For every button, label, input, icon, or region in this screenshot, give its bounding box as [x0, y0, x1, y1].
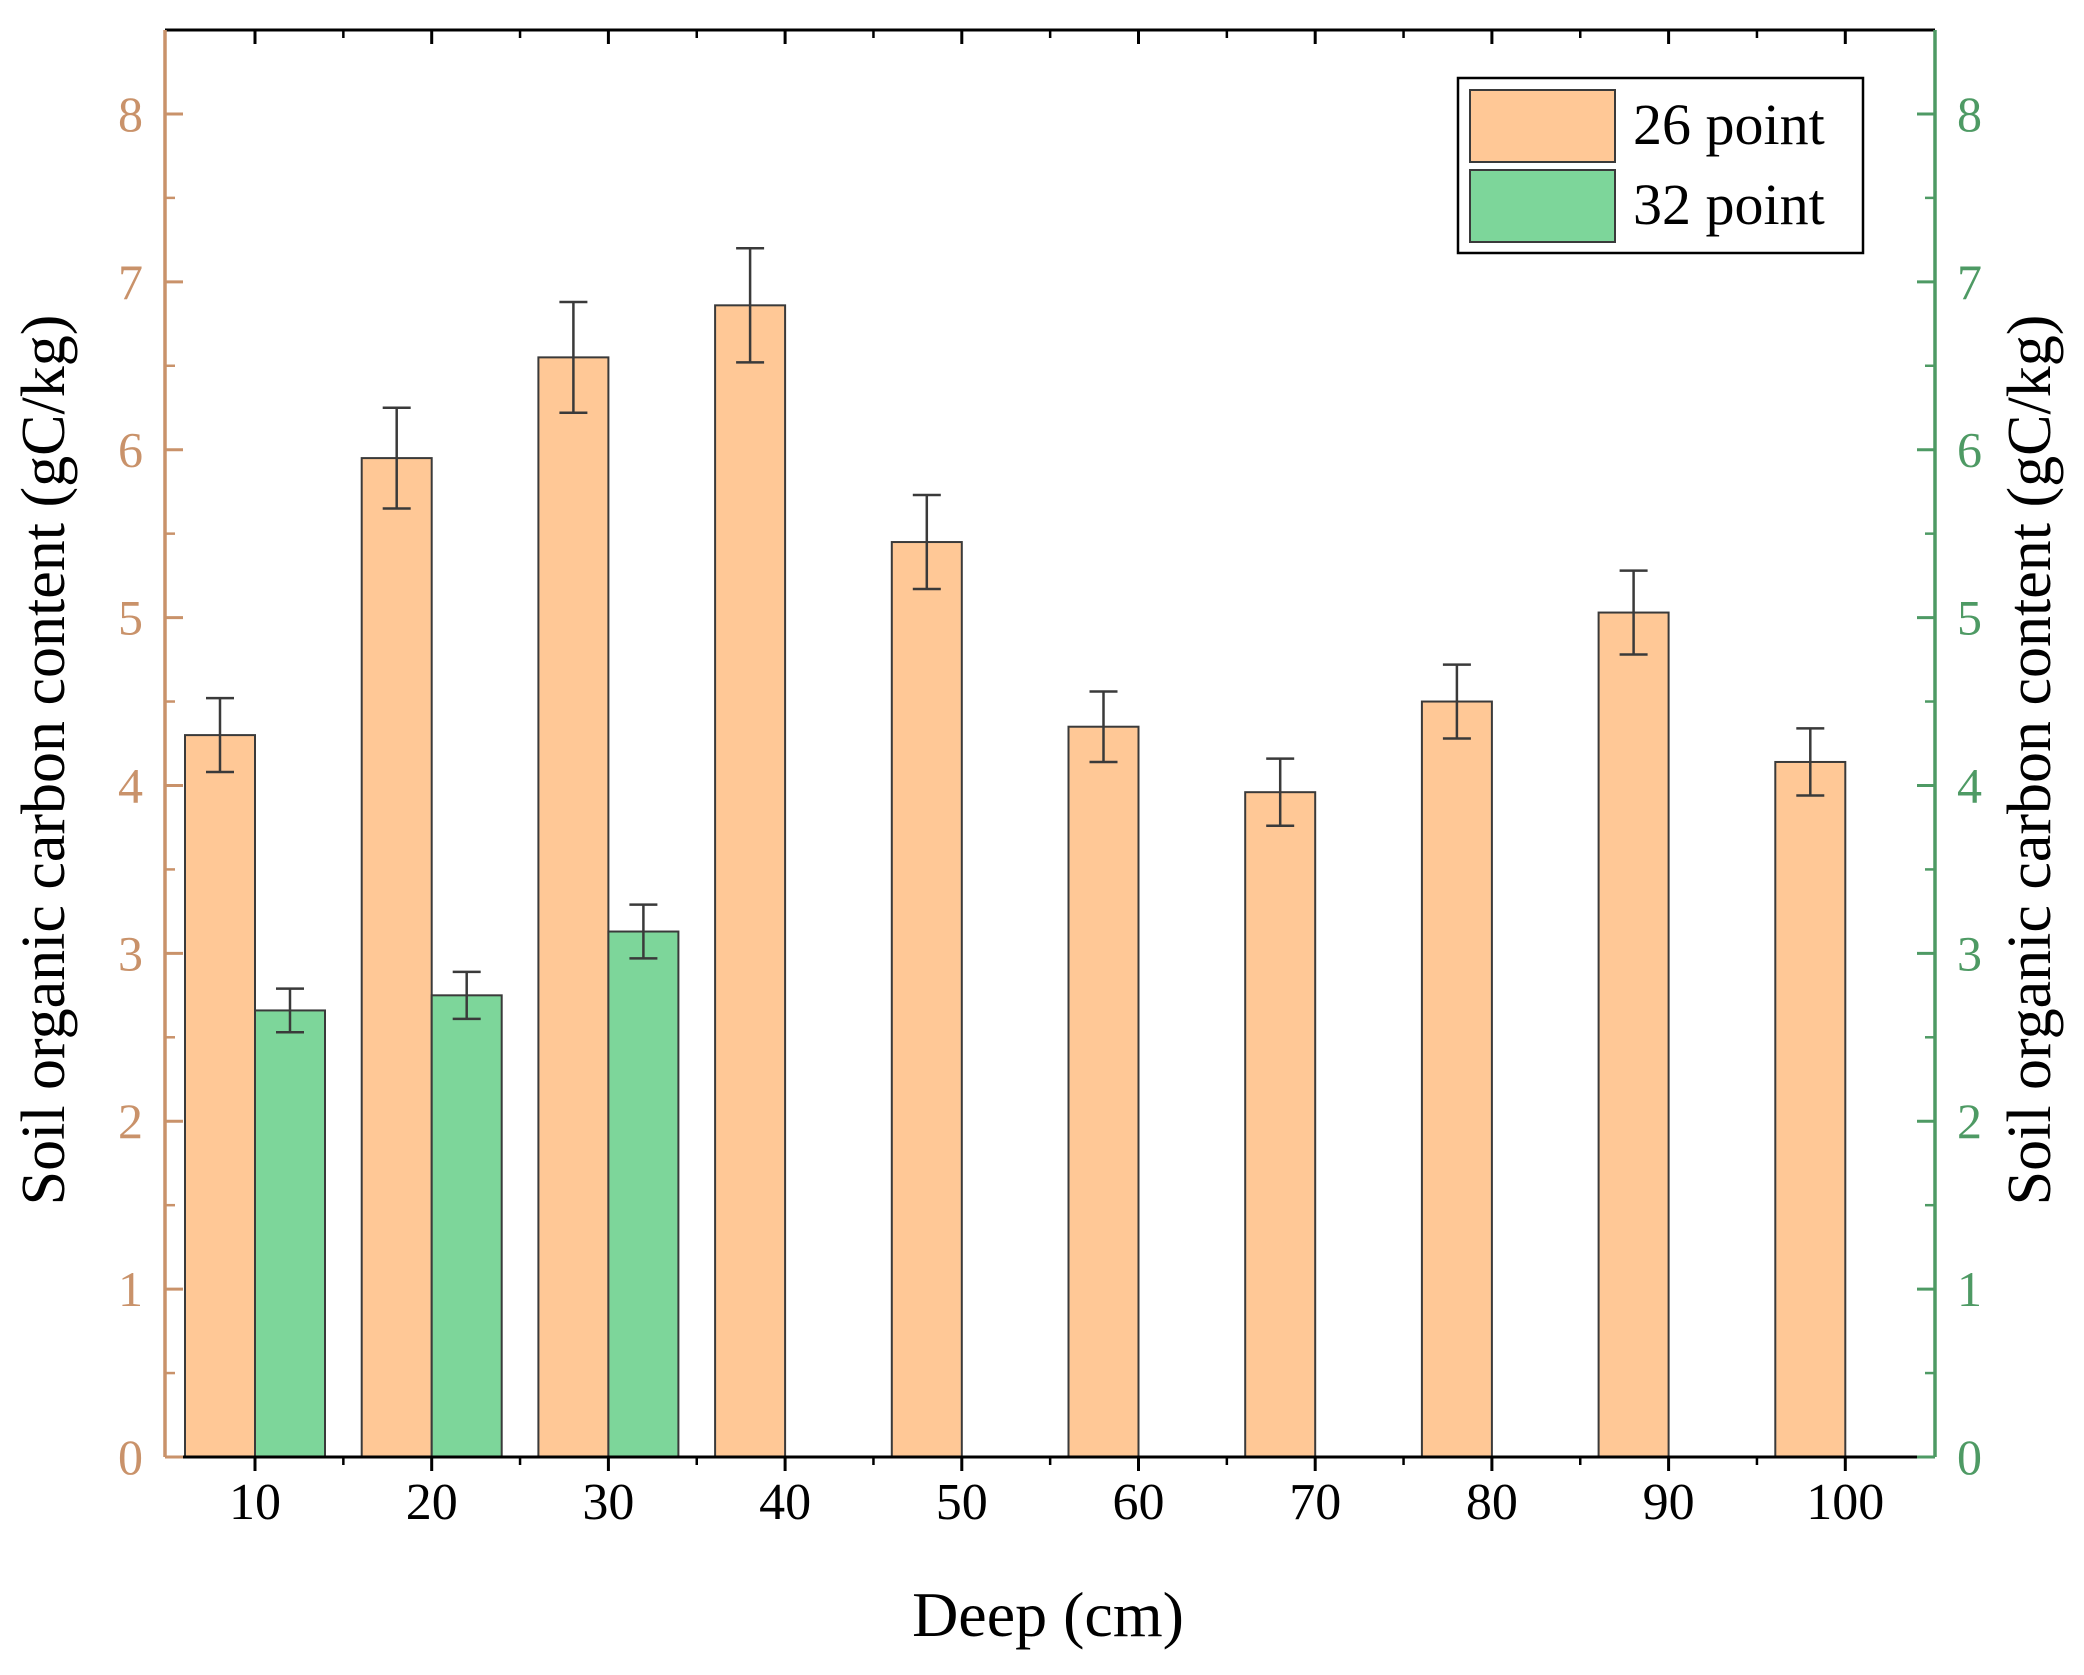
error-bar-26-point-40: [736, 246, 765, 364]
x-tick-label: 80: [1466, 1474, 1518, 1531]
y-axis-left-title: Soil organic carbon content (gC/kg): [10, 315, 78, 1206]
error-bar-26-point-90: [1619, 569, 1648, 656]
bar-26-point-70: [1244, 791, 1317, 1458]
axis-labels: Deep (cm) Soil organic carbon content (g…: [10, 315, 2064, 1650]
y-axis-right-title: Soil organic carbon content (gC/kg): [1996, 315, 2064, 1206]
x-tick-label: 50: [936, 1474, 988, 1531]
error-bar-26-point-20: [382, 406, 411, 510]
y-right-tick-label: 2: [1957, 1093, 1982, 1149]
bar-26-point-40: [714, 304, 787, 1459]
bar-26-point-30: [537, 356, 610, 1458]
x-tick-label: 20: [406, 1474, 458, 1531]
y-left-tick-label: 6: [118, 422, 143, 478]
legend-item-32-point: 32 point: [1469, 169, 1825, 243]
y-left-tick-label: 4: [118, 757, 143, 813]
y-right-tick-label: 4: [1957, 757, 1982, 813]
x-tick-label: 90: [1643, 1474, 1695, 1531]
legend-item-26-point: 26 point: [1469, 89, 1825, 163]
error-bar-26-point-70: [1266, 757, 1295, 828]
y-left-tick-label: 2: [118, 1093, 143, 1149]
bar-26-point-10: [184, 734, 256, 1458]
x-tick-label: 70: [1289, 1474, 1341, 1531]
legend-swatch: [1469, 169, 1616, 243]
y-right-tick-label: 8: [1957, 86, 1982, 142]
bars-layer: [184, 246, 1847, 1459]
error-bar-26-point-60: [1089, 690, 1118, 764]
bar-32-point-30: [607, 930, 680, 1458]
bar-26-point-60: [1067, 725, 1140, 1458]
y-right-tick-label: 3: [1957, 925, 1982, 981]
error-bar-26-point-50: [912, 493, 941, 591]
error-bar-26-point-80: [1442, 663, 1471, 740]
legend-label: 32 point: [1633, 172, 1825, 237]
error-bar-26-point-30: [559, 300, 588, 415]
y-left-tick-label: 5: [118, 590, 143, 646]
y-right-tick-label: 1: [1957, 1261, 1982, 1317]
y-right-tick-label: 0: [1957, 1429, 1982, 1485]
y-left-tick-label: 1: [118, 1261, 143, 1317]
bar-26-point-20: [360, 457, 433, 1459]
bar-32-point-20: [430, 994, 503, 1459]
bar-26-point-50: [890, 541, 963, 1458]
x-tick-label: 40: [759, 1474, 811, 1531]
x-tick-label: 100: [1806, 1474, 1884, 1531]
x-tick-label: 30: [582, 1474, 634, 1531]
bar-26-point-100: [1774, 760, 1847, 1458]
axis-ticks: 0 0 1 1 2 2 3 3 4 4 5 5 6 6 7 7 8 8 10 20 30 40 50 60 70 80 90 100: [118, 30, 1982, 1531]
legend-label: 26 point: [1633, 92, 1825, 157]
legend: 26 point 32 point: [1456, 76, 1865, 255]
bar-26-point-90: [1597, 611, 1670, 1458]
y-right-tick-label: 5: [1957, 590, 1982, 646]
y-left-tick-label: 7: [118, 254, 143, 310]
error-bar-26-point-10: [206, 696, 234, 774]
x-tick-label: 10: [229, 1474, 281, 1531]
error-bar-32-point-10: [276, 987, 304, 1034]
y-left-tick-label: 0: [118, 1429, 143, 1485]
error-bar-32-point-30: [629, 903, 658, 960]
y-left-tick-label: 3: [118, 925, 143, 981]
bar-26-point-80: [1420, 700, 1493, 1458]
bar-32-point-10: [254, 1009, 326, 1458]
legend-swatch: [1469, 89, 1616, 163]
error-bar-26-point-100: [1796, 727, 1825, 797]
x-tick-label: 60: [1113, 1474, 1165, 1531]
y-left-tick-label: 8: [118, 86, 143, 142]
x-axis-title: Deep (cm): [912, 1579, 1184, 1650]
y-right-tick-label: 6: [1957, 422, 1982, 478]
error-bar-32-point-20: [452, 970, 481, 1021]
y-right-tick-label: 7: [1957, 254, 1982, 310]
